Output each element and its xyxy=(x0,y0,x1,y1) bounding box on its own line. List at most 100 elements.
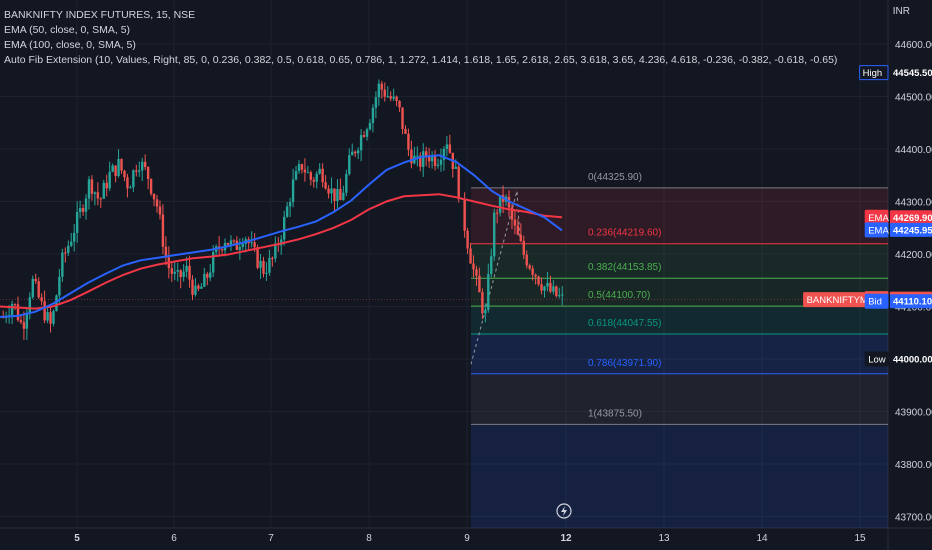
candle-body xyxy=(161,214,165,247)
candle-body xyxy=(478,275,481,293)
candle-body xyxy=(365,129,369,137)
candle-body xyxy=(303,169,307,173)
candle-body xyxy=(206,273,209,278)
candle-body xyxy=(78,208,82,213)
x-tick-label: 15 xyxy=(854,533,866,544)
candle-body xyxy=(519,234,523,241)
ema50-line xyxy=(0,154,563,318)
candle-body xyxy=(265,272,268,274)
price-tag-value-bg xyxy=(890,352,932,366)
price-tag-value-bg xyxy=(890,294,932,309)
lightning-icon[interactable] xyxy=(556,503,572,519)
candle-body xyxy=(22,322,26,329)
candle-body xyxy=(226,242,230,245)
candle-body xyxy=(185,265,188,272)
price-tag-value-bg xyxy=(890,222,932,237)
legend-fib[interactable]: Auto Fib Extension (10, Values, Right, 8… xyxy=(4,54,838,66)
y-tick-label: 44500.00 xyxy=(895,93,932,104)
x-tick-label: 6 xyxy=(171,533,177,544)
candle-body xyxy=(555,286,558,297)
candle-body xyxy=(164,246,168,258)
candle-body xyxy=(72,232,76,242)
candle-body xyxy=(498,194,502,213)
y-tick-label: 43900.00 xyxy=(895,408,932,419)
candle-body xyxy=(404,128,407,134)
candle-body xyxy=(371,107,375,123)
candle-body xyxy=(13,304,17,306)
candle-body xyxy=(419,155,422,167)
candle-body xyxy=(220,249,224,251)
candle-body xyxy=(87,179,91,199)
candle-body xyxy=(309,172,313,180)
legend-ema50[interactable]: EMA (50, close, 0, SMA, 5) xyxy=(4,24,131,36)
legend-ema100[interactable]: EMA (100, close, 0, SMA, 5) xyxy=(4,39,136,51)
candle-body xyxy=(345,173,348,193)
candle-body xyxy=(194,285,197,295)
candle-body xyxy=(75,212,79,233)
candle-body xyxy=(353,151,357,154)
candle-body xyxy=(493,212,496,257)
candle-body xyxy=(490,256,493,274)
candle-body xyxy=(96,192,100,199)
candle-body xyxy=(395,96,398,101)
x-tick-label: 9 xyxy=(464,533,470,544)
candle-body xyxy=(16,304,20,321)
candle-body xyxy=(274,243,277,259)
candle-body xyxy=(528,265,531,269)
candle-body xyxy=(271,257,274,259)
price-tag-value: 44269.90 xyxy=(893,213,932,224)
candle-body xyxy=(46,312,49,321)
candle-body xyxy=(280,239,283,246)
candle-body xyxy=(339,189,342,201)
candle-body xyxy=(250,242,253,244)
fib-zone xyxy=(471,306,888,335)
candle-body xyxy=(561,294,564,296)
candle-body xyxy=(99,198,103,200)
candle-body xyxy=(229,240,233,245)
candle-body xyxy=(268,257,271,273)
candle-body xyxy=(288,202,292,207)
candle-body xyxy=(487,273,490,311)
candle-body xyxy=(19,320,23,323)
candle-body xyxy=(123,170,126,178)
candle-body xyxy=(200,286,203,289)
fib-label: 0.618(44047.55) xyxy=(588,318,661,329)
candle-body xyxy=(285,206,289,217)
candle-body xyxy=(516,225,520,235)
candle-body xyxy=(416,155,419,157)
candle-body xyxy=(25,312,29,329)
candle-body xyxy=(28,297,32,313)
candle-body xyxy=(129,187,132,189)
candle-body xyxy=(108,171,111,189)
legend-symbol[interactable]: BANKNIFTY INDEX FUTURES, 15, NSE xyxy=(4,9,196,21)
candle-body xyxy=(294,171,298,180)
x-tick-label: 12 xyxy=(560,533,572,544)
price-tag-value: 44000.00 xyxy=(893,355,932,366)
candle-body xyxy=(256,247,259,268)
fib-zone xyxy=(471,187,888,244)
candle-body xyxy=(291,179,295,203)
candle-body xyxy=(481,292,484,314)
x-tick-label: 14 xyxy=(756,533,768,544)
y-tick-label: 44400.00 xyxy=(895,145,932,156)
candle-body xyxy=(235,240,239,251)
candle-body xyxy=(43,301,46,321)
candle-body xyxy=(377,83,381,98)
candle-body xyxy=(138,170,141,172)
candle-body xyxy=(232,240,236,242)
fib-zone xyxy=(471,334,888,374)
candle-body xyxy=(170,268,173,274)
candle-body xyxy=(427,157,431,162)
candle-body xyxy=(457,166,460,200)
candle-body xyxy=(552,286,555,292)
ema100-line xyxy=(0,193,563,310)
candle-body xyxy=(484,310,487,314)
candle-body xyxy=(448,144,452,153)
candle-body xyxy=(67,245,70,253)
candle-body xyxy=(300,164,304,170)
candle-body xyxy=(158,206,162,215)
candle-body xyxy=(356,150,360,154)
price-tag-label-bg xyxy=(864,293,889,309)
